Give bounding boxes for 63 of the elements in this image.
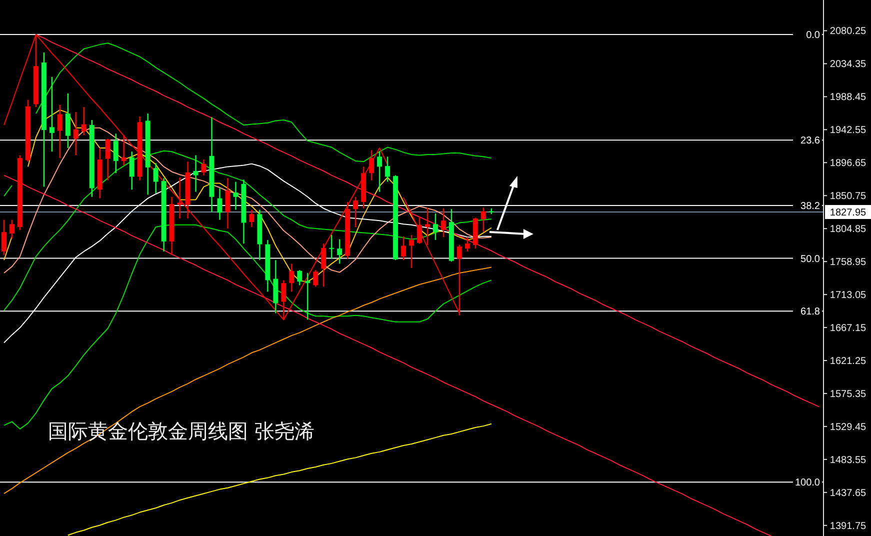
candlestick: [193, 154, 198, 192]
line-series: [4, 266, 492, 494]
y-tick-label: 1988.45: [830, 92, 867, 104]
candlestick: [2, 219, 6, 256]
candlestick: [65, 92, 70, 149]
candlestick: [177, 176, 182, 220]
candlestick: [305, 272, 310, 320]
candlestick: [480, 207, 486, 233]
y-tick-label: 1621.25: [830, 356, 867, 368]
y2-tick-label: 50.0: [800, 254, 820, 265]
y-tick-label: 1850.75: [830, 191, 867, 202]
line-series: [4, 150, 492, 311]
candlestick: [49, 76, 54, 152]
y-tick-label: 1713.05: [830, 290, 867, 302]
ref-line-label: 1827.95: [830, 207, 867, 218]
candlestick: [329, 234, 334, 260]
candlestick: [321, 242, 326, 288]
line-series: [67, 423, 492, 536]
candlestick: [249, 209, 254, 228]
candlestick: [337, 238, 342, 264]
candlestick: [385, 156, 390, 182]
candlestick: [409, 234, 414, 269]
candlestick: [297, 270, 302, 286]
y-tick-label: 1483.55: [830, 454, 867, 466]
candlestick: [121, 134, 126, 166]
candlestick: [401, 236, 406, 261]
candlestick: [105, 138, 110, 181]
candlestick: [369, 150, 374, 181]
y-tick-label: 1391.75: [830, 520, 867, 532]
candlestick: [425, 207, 430, 246]
candlestick: [57, 104, 62, 159]
candlestick: [353, 196, 358, 228]
y-tick-label: 1804.85: [830, 224, 867, 236]
y2-tick-label: 100.0: [794, 478, 820, 489]
candlestick: [81, 106, 86, 136]
line-series: [4, 174, 772, 536]
y2-tick-label: 0.0: [806, 30, 820, 41]
y-tick-label: 1529.45: [830, 422, 867, 433]
y-tick-label: 2034.35: [830, 59, 867, 70]
y2-tick-label: 23.6: [800, 136, 820, 147]
y-tick-label: 1575.35: [830, 388, 867, 400]
candlestick: [10, 219, 14, 240]
y-tick-label: 1758.95: [830, 257, 867, 268]
y2-tick-label: 61.8: [800, 306, 820, 318]
candlestick: [129, 151, 134, 190]
candlestick: [440, 208, 446, 238]
candlestick: [377, 151, 382, 192]
y-tick-label: 1896.65: [830, 158, 867, 170]
y-tick-label: 2080.25: [830, 26, 867, 38]
candlestick: [73, 111, 78, 156]
candlestick: [464, 236, 470, 252]
candlestick: [432, 212, 438, 241]
candlestick: [417, 216, 422, 244]
y-tick-label: 1942.55: [830, 125, 867, 136]
candlestick: [233, 181, 238, 210]
y-tick-label: 1437.65: [830, 488, 867, 499]
y2-tick-label: 38.2: [800, 200, 820, 212]
candlestick: [113, 133, 118, 174]
candlestick: [313, 270, 318, 288]
y-tick-label: 1667.15: [830, 323, 867, 334]
candlestick: [225, 178, 230, 230]
candlestick: [289, 263, 294, 292]
candlestick: [153, 162, 158, 194]
